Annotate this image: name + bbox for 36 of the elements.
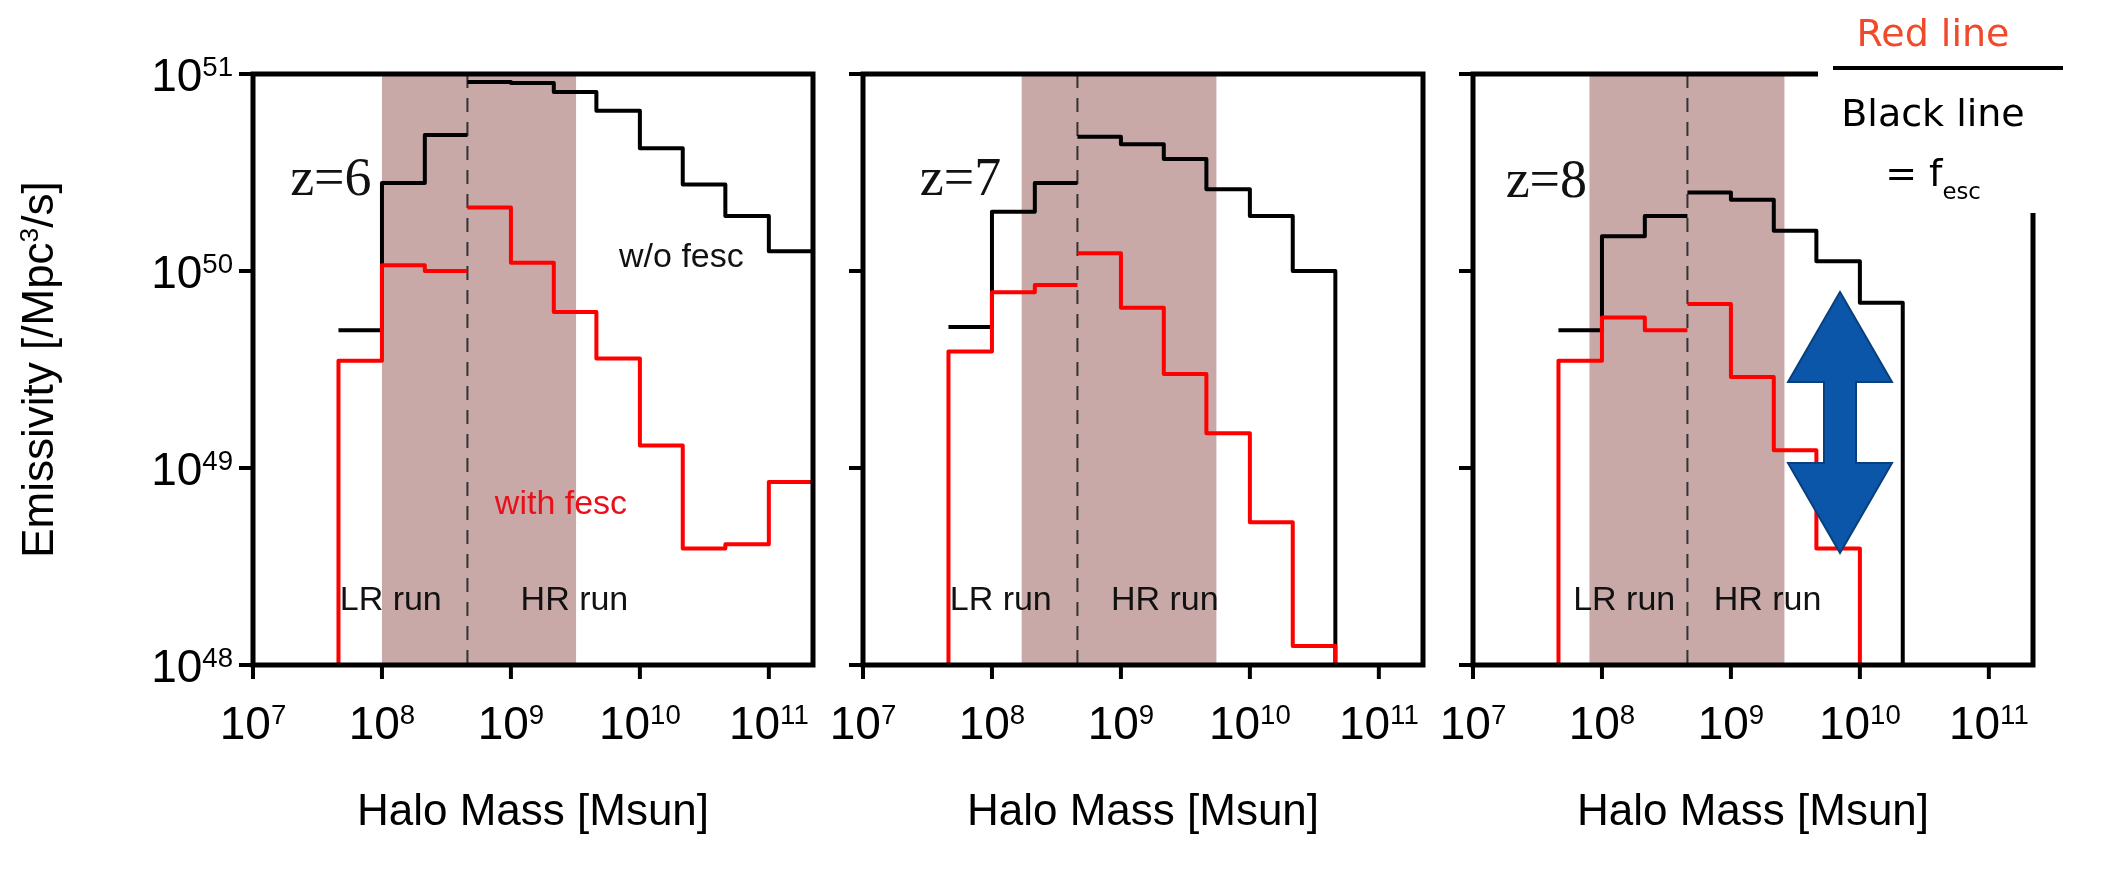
x-tick-label: 10$^{8}$ xyxy=(348,697,416,749)
x-tick-label: 10$^{9}$ xyxy=(1697,697,1765,749)
x-axis-title: Halo Mass [Msun] xyxy=(356,785,710,834)
y-tick-label: 10$^{51}$ xyxy=(151,49,233,101)
annotation: LR run xyxy=(949,579,1052,618)
x-axis-title: Halo Mass [Msun] xyxy=(1576,785,1930,834)
x-tick-label: 10$^{11}$ xyxy=(1338,697,1419,749)
text: Red line xyxy=(1856,11,2010,55)
x-tick-label: 10$^{7}$ xyxy=(829,697,897,749)
x-tick-label: 10$^{9}$ xyxy=(1087,697,1155,749)
annotation: z=6 xyxy=(290,147,372,208)
annotation: z=8 xyxy=(1505,148,1588,209)
y-tick-label: 10$^{49}$ xyxy=(151,443,233,495)
annotation: with fesc xyxy=(493,483,628,522)
x-axis-title: Halo Mass [Msun] xyxy=(966,785,1320,834)
annotation: HR run xyxy=(1110,579,1219,618)
x-tick-label: 10$^{11}$ xyxy=(728,697,809,749)
annotation: z=7 xyxy=(919,147,1002,208)
annotation: w/o fesc xyxy=(618,236,744,275)
y-tick-label: 10$^{50}$ xyxy=(151,246,233,298)
x-tick-label: 10$^{8}$ xyxy=(958,697,1026,749)
x-tick-label: 10$^{11}$ xyxy=(1948,697,2029,749)
annotation: HR run xyxy=(1713,579,1822,618)
x-tick-label: 10$^{7}$ xyxy=(1439,697,1507,749)
x-tick-label: 10$^{10}$ xyxy=(1818,697,1901,749)
x-tick-label: 10$^{10}$ xyxy=(1208,697,1291,749)
x-tick-label: 10$^{10}$ xyxy=(598,697,681,749)
annotation: Black line xyxy=(1841,91,2025,135)
x-tick-label: 10$^{7}$ xyxy=(219,697,287,749)
x-tick-label: 10$^{8}$ xyxy=(1568,697,1636,749)
x-tick-label: 10$^{9}$ xyxy=(477,697,545,749)
annotation: HR run xyxy=(520,579,629,618)
y-tick-label: 10$^{48}$ xyxy=(151,640,233,692)
annotation: = f$_{esc}$ xyxy=(1885,151,1981,204)
annotation: LR run xyxy=(1573,579,1676,618)
annotation: LR run xyxy=(339,579,442,618)
